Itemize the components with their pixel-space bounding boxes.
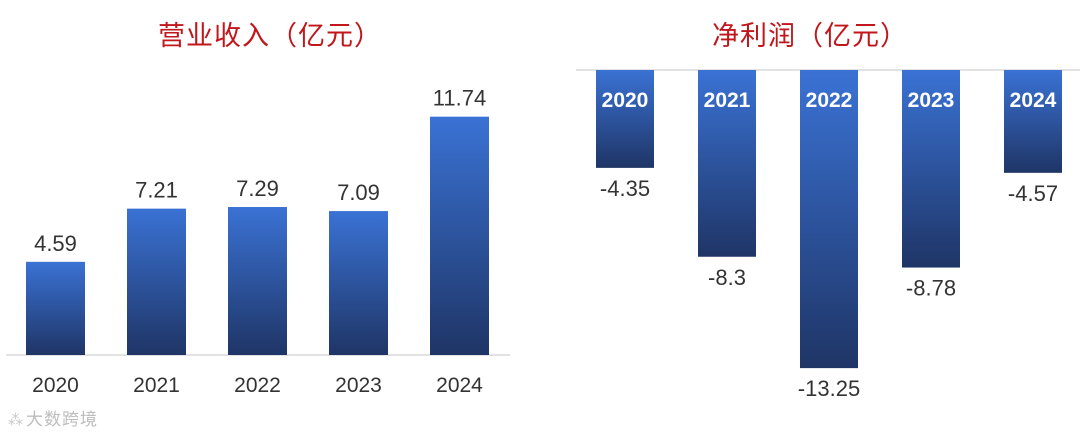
revenue-bar-2021 <box>127 208 186 355</box>
revenue-category-label-2022: 2022 <box>234 374 281 397</box>
net-profit-category-label-2020: 2020 <box>602 89 649 112</box>
net-profit-value-label-2020: -4.35 <box>600 176 650 201</box>
net-profit-category-label-2024: 2024 <box>1010 89 1057 112</box>
revenue-value-label-2023: 7.09 <box>337 180 380 205</box>
revenue-category-label-2020: 2020 <box>32 374 79 397</box>
net-profit-chart-svg: 2020 -4.35 2021 -8.3 2022 -13.25 2023 -8.78 2024… <box>576 69 1080 401</box>
net-profit-value-label-2022: -13.25 <box>798 376 860 401</box>
net-profit-category-label-2021: 2021 <box>704 89 751 112</box>
revenue-bar-2022 <box>228 207 287 355</box>
revenue-bar-2024 <box>430 116 489 355</box>
net-profit-category-label-2023: 2023 <box>908 89 955 112</box>
revenue-chart-title: 营业收入（亿元） <box>158 21 382 52</box>
revenue-chart-svg: 4.59 2020 7.21 2021 7.29 2022 7.09 2023 11.74 202… <box>6 86 510 397</box>
net-profit-bar-2021 <box>698 70 756 257</box>
net-profit-bar-2020 <box>596 70 654 168</box>
net-profit-value-label-2021: -8.3 <box>708 265 746 290</box>
net-profit-chart-title: 净利润（亿元） <box>712 21 908 52</box>
net-profit-value-label-2023: -8.78 <box>906 276 956 301</box>
net-profit-bar-2022 <box>800 70 858 369</box>
revenue-category-label-2021: 2021 <box>133 374 180 397</box>
net-profit-bar-2024 <box>1004 70 1062 173</box>
revenue-category-label-2023: 2023 <box>335 374 382 397</box>
watermark-text: 大数跨境 <box>26 410 98 429</box>
revenue-chart-panel: 营业收入（亿元） 4.59 2020 7.21 2021 7.29 2022 7.09 202… <box>6 21 510 397</box>
revenue-category-label-2024: 2024 <box>436 374 483 397</box>
revenue-value-label-2024: 11.74 <box>433 86 486 111</box>
revenue-value-label-2022: 7.29 <box>236 176 279 201</box>
net-profit-value-label-2024: -4.57 <box>1008 181 1058 206</box>
revenue-bar-2020 <box>26 261 85 355</box>
paw-icon: ⁂ <box>8 412 24 429</box>
watermark: ⁂ 大数跨境 <box>8 405 98 430</box>
revenue-value-label-2021: 7.21 <box>135 178 178 203</box>
net-profit-chart-panel: 净利润（亿元） 2020 -4.35 2021 -8.3 2022 -13.25 2023 -… <box>540 0 1080 436</box>
net-profit-bar-2023 <box>902 70 960 268</box>
revenue-bar-2023 <box>329 211 388 355</box>
net-profit-category-label-2022: 2022 <box>806 89 853 112</box>
revenue-value-label-2020: 4.59 <box>34 231 77 256</box>
